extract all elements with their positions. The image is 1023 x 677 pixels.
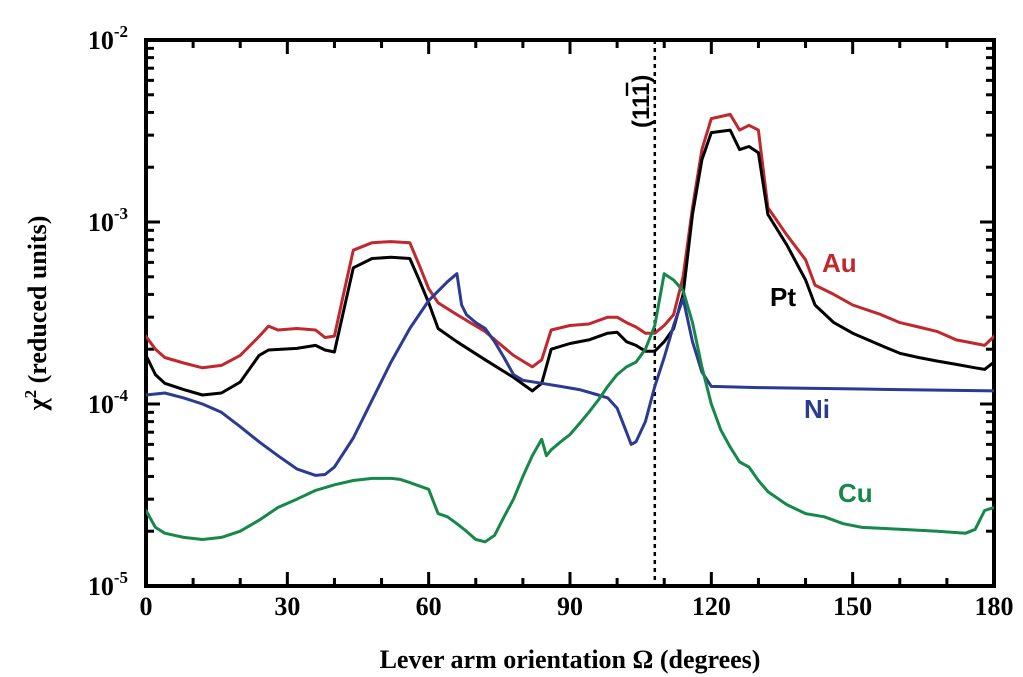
y-axis-label-chi: χ [23,397,52,411]
series-line-cu [146,272,994,544]
series-line-au [146,112,994,370]
y-tick-label: 10-5 [88,568,128,601]
y-tick-label-base: 10 [88,390,114,419]
y-tick-label-exponent: -4 [114,386,129,405]
x-tick-label: 150 [833,592,872,621]
plane-label-bar: 1 [628,83,655,96]
y-tick-label-exponent: -3 [114,204,128,223]
x-tick-label: 90 [557,592,583,621]
y-axis-label: χ2 (reduced units) [21,216,52,412]
series-label-cu: Cu [838,478,873,508]
y-axis-label-sup: 2 [21,390,40,399]
series-lines [146,112,994,544]
series-label-au: Au [822,248,857,278]
x-tick-label: 180 [975,592,1014,621]
x-tick-label: 30 [274,592,300,621]
y-tick-label: 10-4 [88,386,129,419]
series-line-ni [146,272,994,477]
x-tick-label: 120 [692,592,731,621]
y-tick-label-exponent: -5 [114,568,128,587]
series-label-ni: Ni [804,394,830,424]
y-axis-label-rest: (reduced units) [23,216,52,390]
y-tick-labels: 10-510-410-310-2 [88,22,129,601]
plane-label-main: (11 [628,95,655,128]
y-tick-label-base: 10 [88,26,114,55]
x-tick-labels: 0 30 60 90 120 150 180 [140,592,1014,621]
y-tick-label-base: 10 [88,572,114,601]
y-tick-label-exponent: -2 [114,22,128,41]
series-line-pt [146,128,994,397]
x-tick-label: 0 [140,592,153,621]
y-tick-label: 10-3 [88,204,128,237]
axis-ticks [144,38,996,588]
plane-label-111: (111) [628,75,655,128]
x-axis-label: Lever arm orientation Ω (degrees) [380,645,761,674]
plane-label-close: ) [628,75,655,83]
y-tick-label: 10-2 [88,22,128,55]
y-tick-label-base: 10 [88,208,114,237]
x-tick-label: 60 [416,592,442,621]
series-label-pt: Pt [770,282,796,312]
